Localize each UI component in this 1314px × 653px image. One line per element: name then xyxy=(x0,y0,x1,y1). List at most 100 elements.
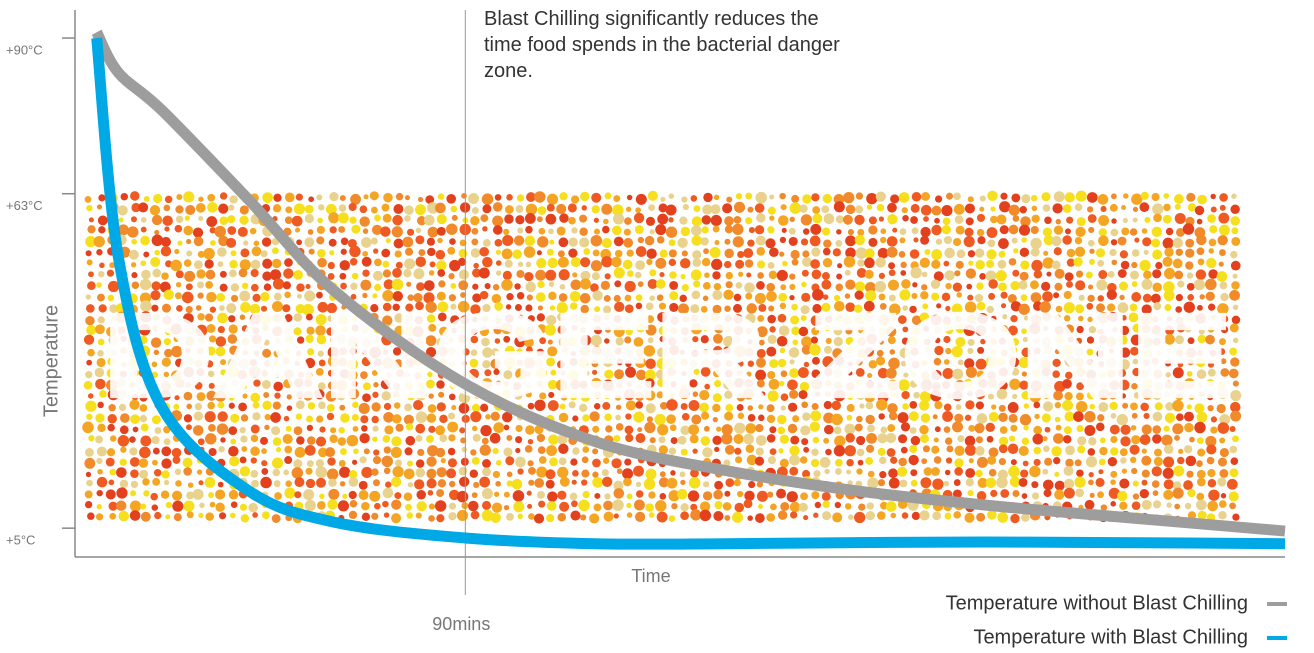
dot xyxy=(318,447,328,458)
dot xyxy=(349,347,357,355)
dot xyxy=(1099,382,1107,389)
dot xyxy=(1131,467,1138,475)
dot xyxy=(659,271,665,278)
dot xyxy=(260,476,272,489)
dot xyxy=(636,383,643,390)
dot xyxy=(199,502,205,508)
dot xyxy=(591,205,600,214)
dot xyxy=(1143,348,1152,358)
dot xyxy=(306,326,315,335)
dot xyxy=(767,314,776,324)
dot xyxy=(161,272,169,280)
dot xyxy=(471,227,479,235)
dot xyxy=(448,480,456,488)
dot xyxy=(837,263,843,269)
dot xyxy=(252,327,260,335)
dot xyxy=(986,227,998,239)
dot xyxy=(175,480,182,487)
dot xyxy=(714,380,722,388)
dot xyxy=(506,194,513,201)
dot xyxy=(1154,402,1163,411)
dot xyxy=(624,294,632,302)
dot xyxy=(613,488,625,499)
dot xyxy=(506,434,513,441)
dot xyxy=(518,314,524,320)
dot xyxy=(646,258,653,266)
dot xyxy=(699,402,709,413)
dot xyxy=(834,501,841,509)
dot xyxy=(866,432,877,444)
dot xyxy=(900,422,911,432)
dot xyxy=(219,382,228,390)
dot xyxy=(836,229,842,235)
dot xyxy=(724,305,731,312)
dot xyxy=(722,203,733,214)
dot xyxy=(1152,500,1162,509)
dot xyxy=(374,502,381,510)
dot xyxy=(240,248,250,258)
dot xyxy=(435,249,446,260)
dot xyxy=(1075,280,1086,291)
dot xyxy=(968,260,974,266)
dot xyxy=(371,415,379,424)
dot xyxy=(392,214,403,226)
dot xyxy=(304,499,316,512)
dot xyxy=(1184,502,1192,510)
dot xyxy=(931,369,942,380)
dot xyxy=(248,502,258,513)
dot xyxy=(315,466,328,478)
dot xyxy=(261,448,267,454)
dot xyxy=(260,292,270,302)
dot xyxy=(512,249,522,259)
dot xyxy=(1107,311,1119,322)
dot xyxy=(427,226,439,238)
y-tick-label: +90°C xyxy=(6,42,43,57)
dot xyxy=(912,327,921,336)
dot xyxy=(210,240,216,246)
dot xyxy=(1119,359,1130,370)
dot xyxy=(556,226,566,236)
dot xyxy=(176,194,183,201)
dot xyxy=(920,204,932,216)
dot xyxy=(306,424,314,432)
dot xyxy=(284,348,291,355)
dot xyxy=(681,412,690,421)
dot xyxy=(171,345,183,358)
dot xyxy=(296,283,305,292)
dot xyxy=(229,269,237,278)
dot xyxy=(501,248,513,260)
dot xyxy=(789,359,795,365)
dot xyxy=(426,478,437,489)
dot xyxy=(152,313,160,321)
dot xyxy=(800,238,809,246)
dot xyxy=(360,415,369,424)
dot xyxy=(592,314,602,323)
dot xyxy=(207,202,218,213)
dot xyxy=(1010,424,1018,432)
dot xyxy=(107,294,115,302)
dot xyxy=(1172,399,1184,412)
dot xyxy=(570,279,582,291)
dot xyxy=(1197,448,1206,457)
dot xyxy=(979,195,986,202)
dot xyxy=(129,436,136,443)
dot xyxy=(228,204,235,211)
dot xyxy=(656,357,668,370)
dot xyxy=(842,214,853,225)
dot xyxy=(239,215,249,225)
dot xyxy=(1231,236,1241,246)
dot xyxy=(919,257,930,268)
dot xyxy=(845,302,856,313)
dot xyxy=(1210,193,1216,200)
dot xyxy=(924,249,931,256)
dot xyxy=(361,256,372,267)
dot xyxy=(426,314,436,323)
dot xyxy=(1118,379,1130,391)
dot xyxy=(710,214,722,227)
dot xyxy=(1110,435,1118,444)
dot xyxy=(723,289,734,300)
dot xyxy=(1155,261,1163,270)
dot xyxy=(1177,361,1184,368)
dot xyxy=(965,468,976,478)
dot xyxy=(721,433,733,445)
